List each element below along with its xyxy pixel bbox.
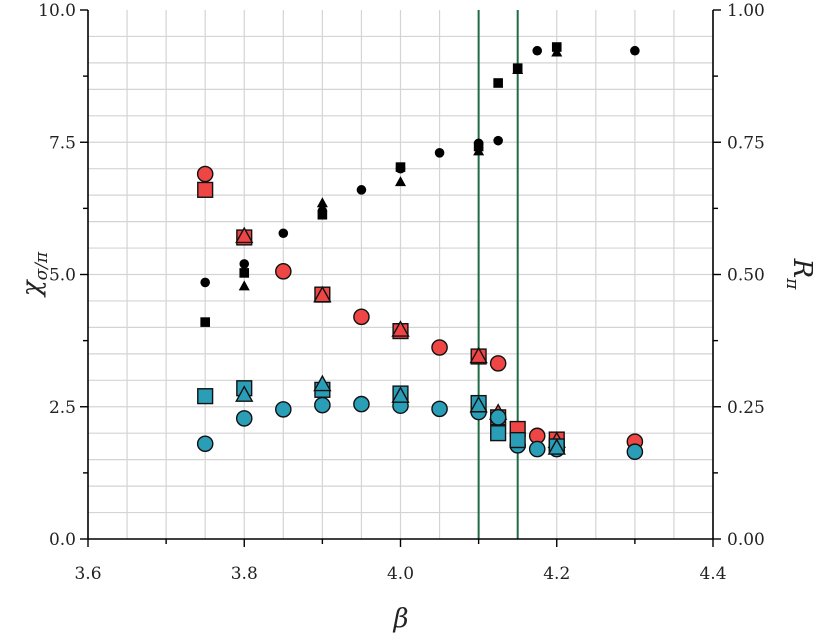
y-right-title-subscript: π	[782, 277, 802, 290]
black-triangles-point	[512, 63, 524, 74]
y-right-tick-label: 1.00	[727, 1, 765, 21]
y-right-tick-label: 0.25	[727, 398, 765, 418]
x-axis-title: β	[392, 604, 408, 634]
black-triangles-point	[238, 280, 250, 291]
red-squares-point	[197, 181, 214, 198]
y-right-tick-label: 0.50	[727, 266, 765, 286]
red-triangles-point	[391, 320, 410, 337]
svg-text:Rπ: Rπ	[782, 258, 817, 291]
black-circles-point	[200, 277, 210, 288]
y-right-axis-title: Rπ	[782, 258, 817, 291]
teal-circles-point	[275, 401, 292, 418]
teal-triangles-point	[391, 386, 410, 403]
red-triangles-point	[469, 346, 488, 364]
y-right-tick-label: 0.75	[727, 133, 765, 153]
teal-triangles-point	[469, 395, 488, 413]
teal-circles-point	[431, 400, 448, 418]
svg-text:χσ/π: χσ/π	[17, 251, 52, 298]
red-triangles-point	[313, 285, 332, 303]
data-marks	[196, 42, 644, 461]
y-left-axis-title: χσ/π	[17, 251, 52, 298]
axes: 3.6 3.8 4.0 4.2 4.4 0.0 2.5 5.0 7.5 10.0 0.00 0.25 0…	[38, 1, 765, 584]
red-circles-point	[353, 308, 370, 326]
black-squares-point	[239, 268, 250, 278]
y-left-tick-label: 0.0	[49, 530, 76, 550]
red-circles-point	[489, 355, 507, 372]
black-squares-point	[317, 209, 328, 220]
teal-circles-point	[196, 435, 214, 453]
black-triangles-point	[316, 197, 328, 208]
teal-circles-point	[314, 396, 331, 414]
teal-triangles-point	[235, 385, 254, 402]
y-right-title-main: R	[787, 258, 817, 279]
black-circles-point	[434, 148, 445, 158]
black-triangles-point	[551, 46, 563, 57]
red-circles-point	[275, 263, 292, 280]
x-tick-label: 4.2	[543, 564, 570, 584]
red-circles-point	[196, 165, 214, 183]
grid	[88, 10, 713, 539]
black-squares-point	[493, 78, 503, 88]
black-triangles-point	[394, 176, 407, 187]
teal-squares-point	[509, 431, 526, 449]
teal-triangles-point	[547, 438, 566, 455]
teal-circles-point	[353, 395, 370, 413]
red-triangles-point	[235, 226, 254, 244]
y-left-tick-label: 7.5	[49, 133, 76, 153]
y-left-title-subscript: σ/π	[32, 251, 52, 280]
y-left-tick-label: 10.0	[38, 1, 76, 21]
x-tick-label: 4.4	[699, 564, 726, 584]
teal-circles-point	[626, 443, 644, 461]
y-left-tick-label: 2.5	[49, 398, 76, 418]
x-tick-label: 3.8	[231, 564, 258, 584]
teal-circles-point	[489, 409, 507, 426]
black-squares-point	[200, 317, 210, 327]
teal-squares-point	[197, 388, 214, 405]
y-left-tick-label: 5.0	[49, 266, 76, 286]
black-circles-point	[532, 45, 543, 56]
y-right-tick-label: 0.00	[727, 530, 765, 550]
teal-squares-point	[490, 425, 507, 442]
black-circles-point	[278, 228, 289, 239]
teal-triangles-point	[313, 374, 332, 392]
red-circles-point	[431, 339, 448, 356]
black-triangles-point	[473, 145, 485, 156]
black-circles-point	[356, 185, 367, 195]
x-tick-label: 3.6	[74, 564, 101, 584]
y-left-title-main: χ	[17, 278, 47, 298]
x-tick-label: 4.0	[387, 564, 414, 584]
teal-circles-point	[235, 410, 253, 427]
black-circles-point	[493, 135, 503, 146]
black-circles-point	[630, 45, 640, 56]
axis-labels: β χσ/π Rπ	[17, 251, 817, 634]
teal-circles-point	[528, 440, 546, 458]
black-squares-point	[395, 162, 406, 172]
black-circles-point	[239, 259, 250, 269]
